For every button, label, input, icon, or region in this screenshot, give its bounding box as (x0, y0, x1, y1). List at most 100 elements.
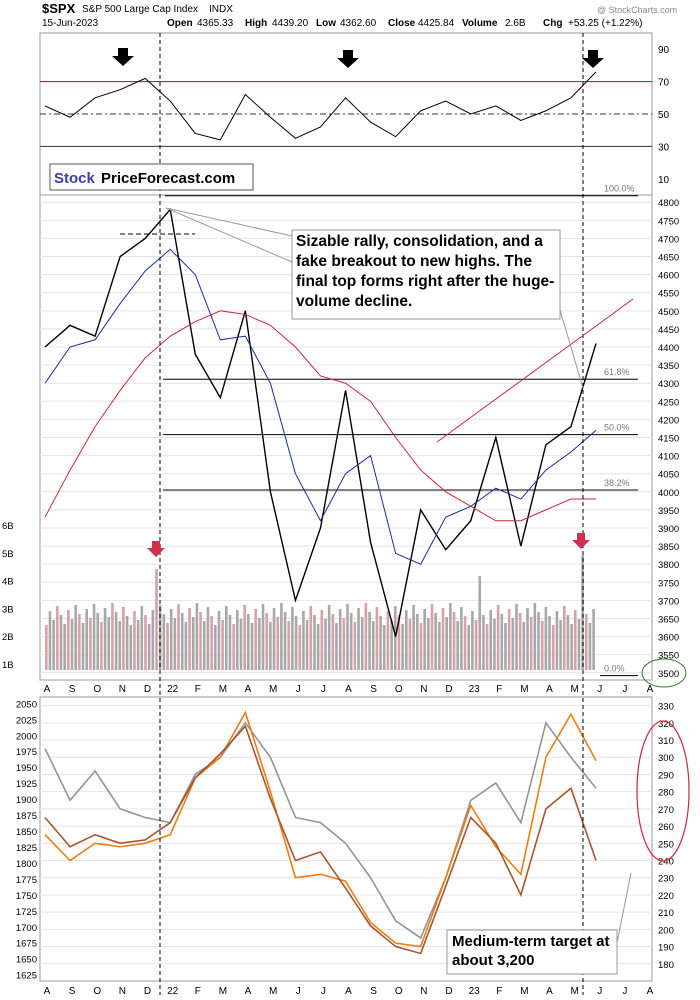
price-tick-label: 4750 (658, 216, 679, 227)
price-x-tick: S (370, 684, 377, 695)
volume-bar (544, 607, 548, 670)
price-x-tick: M (219, 684, 227, 695)
price-x-tick: O (395, 684, 403, 695)
comparison-left-tick: 1675 (16, 939, 37, 950)
volume-bar (346, 604, 349, 670)
comparison-x-tick: A (245, 986, 252, 997)
callout-box-bottom (446, 929, 618, 975)
callout-pointer (559, 309, 584, 389)
comparison-left-tick: 1850 (16, 827, 37, 838)
volume-tick-label: 4B (2, 577, 14, 588)
volume-bar (548, 616, 551, 670)
header-exchange: INDX (209, 4, 233, 15)
volume-bar (335, 623, 338, 670)
volume-bar (276, 617, 280, 670)
price-x-tick: M (570, 684, 578, 695)
logo-box (49, 163, 254, 191)
volume-bar (48, 611, 52, 670)
volume-bar (147, 624, 151, 670)
volume-bar (588, 623, 592, 670)
volume-bar (180, 613, 184, 670)
comparison-x-tick: A (44, 986, 51, 997)
comparison-right-tick: 260 (658, 822, 674, 833)
comparison-left-tick: 1725 (16, 907, 37, 918)
header-volume-value: 2.6B (505, 18, 526, 29)
volume-bar (537, 612, 540, 670)
volume-bar (379, 616, 382, 670)
callout-pointer (165, 207, 293, 263)
volume-bar (471, 611, 474, 670)
header-watermark: @ StockCharts.com (597, 5, 677, 15)
volume-bar (529, 617, 533, 670)
comparison-left-tick: 1875 (16, 811, 37, 822)
comparison-x-tick: M (269, 986, 277, 997)
volume-bar (522, 622, 526, 670)
volume-tick-label: 3B (2, 604, 14, 615)
volume-bar (155, 569, 158, 670)
price-tick-label: 3500 (658, 669, 679, 680)
volume-bar (382, 625, 386, 670)
comparison-left-tick: 1650 (16, 955, 37, 966)
price-tick-label: 3800 (658, 560, 679, 571)
volume-bar (250, 623, 254, 670)
price-line (44, 207, 597, 637)
callout-text-bottom: Medium-term target at about 3,200 (452, 933, 610, 969)
volume-bar (140, 606, 144, 670)
volume-bar (540, 621, 544, 670)
comparison-right-tick: 290 (658, 770, 674, 781)
volume-bar (423, 609, 426, 670)
volume-bar (305, 620, 309, 670)
price-x-tick: F (195, 684, 201, 695)
volume-bar (56, 606, 59, 670)
price-tick-label: 4600 (658, 271, 679, 282)
volume-bar (353, 622, 357, 670)
volume-bar (551, 625, 555, 670)
comparison-left-tick: 1800 (16, 859, 37, 870)
header-high-value: 4439.20 (272, 18, 309, 29)
comparison-x-tick: J (321, 986, 326, 997)
price-tick-label: 4450 (658, 325, 679, 336)
volume-bar (258, 618, 261, 670)
comparison-right-tick: 180 (658, 960, 674, 971)
volume-bar (70, 619, 74, 670)
logo-rest: PriceForecast.com (101, 170, 235, 187)
volume-bar (136, 620, 140, 670)
comparison-x-tick: S (69, 986, 76, 997)
logo-stock: Stock (54, 170, 96, 187)
volume-bar (111, 603, 114, 670)
price-x-tick: J (597, 684, 602, 695)
volume-bar (562, 606, 566, 670)
price-tick-label: 4150 (658, 434, 679, 445)
volume-bar (224, 606, 228, 670)
volume-bar (460, 607, 463, 670)
volume-bar (555, 611, 559, 670)
price-x-tick: A (44, 684, 51, 695)
comparison-left-tick: 1825 (16, 843, 37, 854)
comparison-x-tick: F (496, 986, 502, 997)
volume-bar (408, 619, 412, 670)
volume-bar (404, 610, 408, 670)
comparison-left-tick: 1925 (16, 779, 37, 790)
comparison-x-tick: S (370, 986, 377, 997)
volume-bar (518, 613, 522, 670)
volume-bar (166, 623, 169, 670)
volume-bar (438, 622, 441, 670)
volume-bar (173, 618, 177, 670)
comparison-x-tick: D (445, 986, 452, 997)
comparison-x-tick: J (597, 986, 602, 997)
header-symbol: $SPX (42, 1, 76, 16)
ma-50-line (44, 248, 597, 565)
volume-bar (199, 612, 202, 670)
comparison-left-tick: 1950 (16, 763, 37, 774)
ma-200-line (44, 310, 596, 522)
volume-bar (78, 614, 81, 670)
volume-bar (236, 610, 239, 670)
callout-pointer (165, 207, 293, 237)
callout-text-container: Sizable rally, consolidation, and a fake… (296, 233, 554, 310)
volume-bar (331, 614, 335, 670)
comparison-right-tick: 190 (658, 943, 674, 954)
fib-level-label: 50.0% (604, 423, 630, 433)
volume-bar (114, 612, 118, 670)
comparison-x-tick: 23 (469, 986, 481, 997)
volume-layer (45, 555, 595, 670)
